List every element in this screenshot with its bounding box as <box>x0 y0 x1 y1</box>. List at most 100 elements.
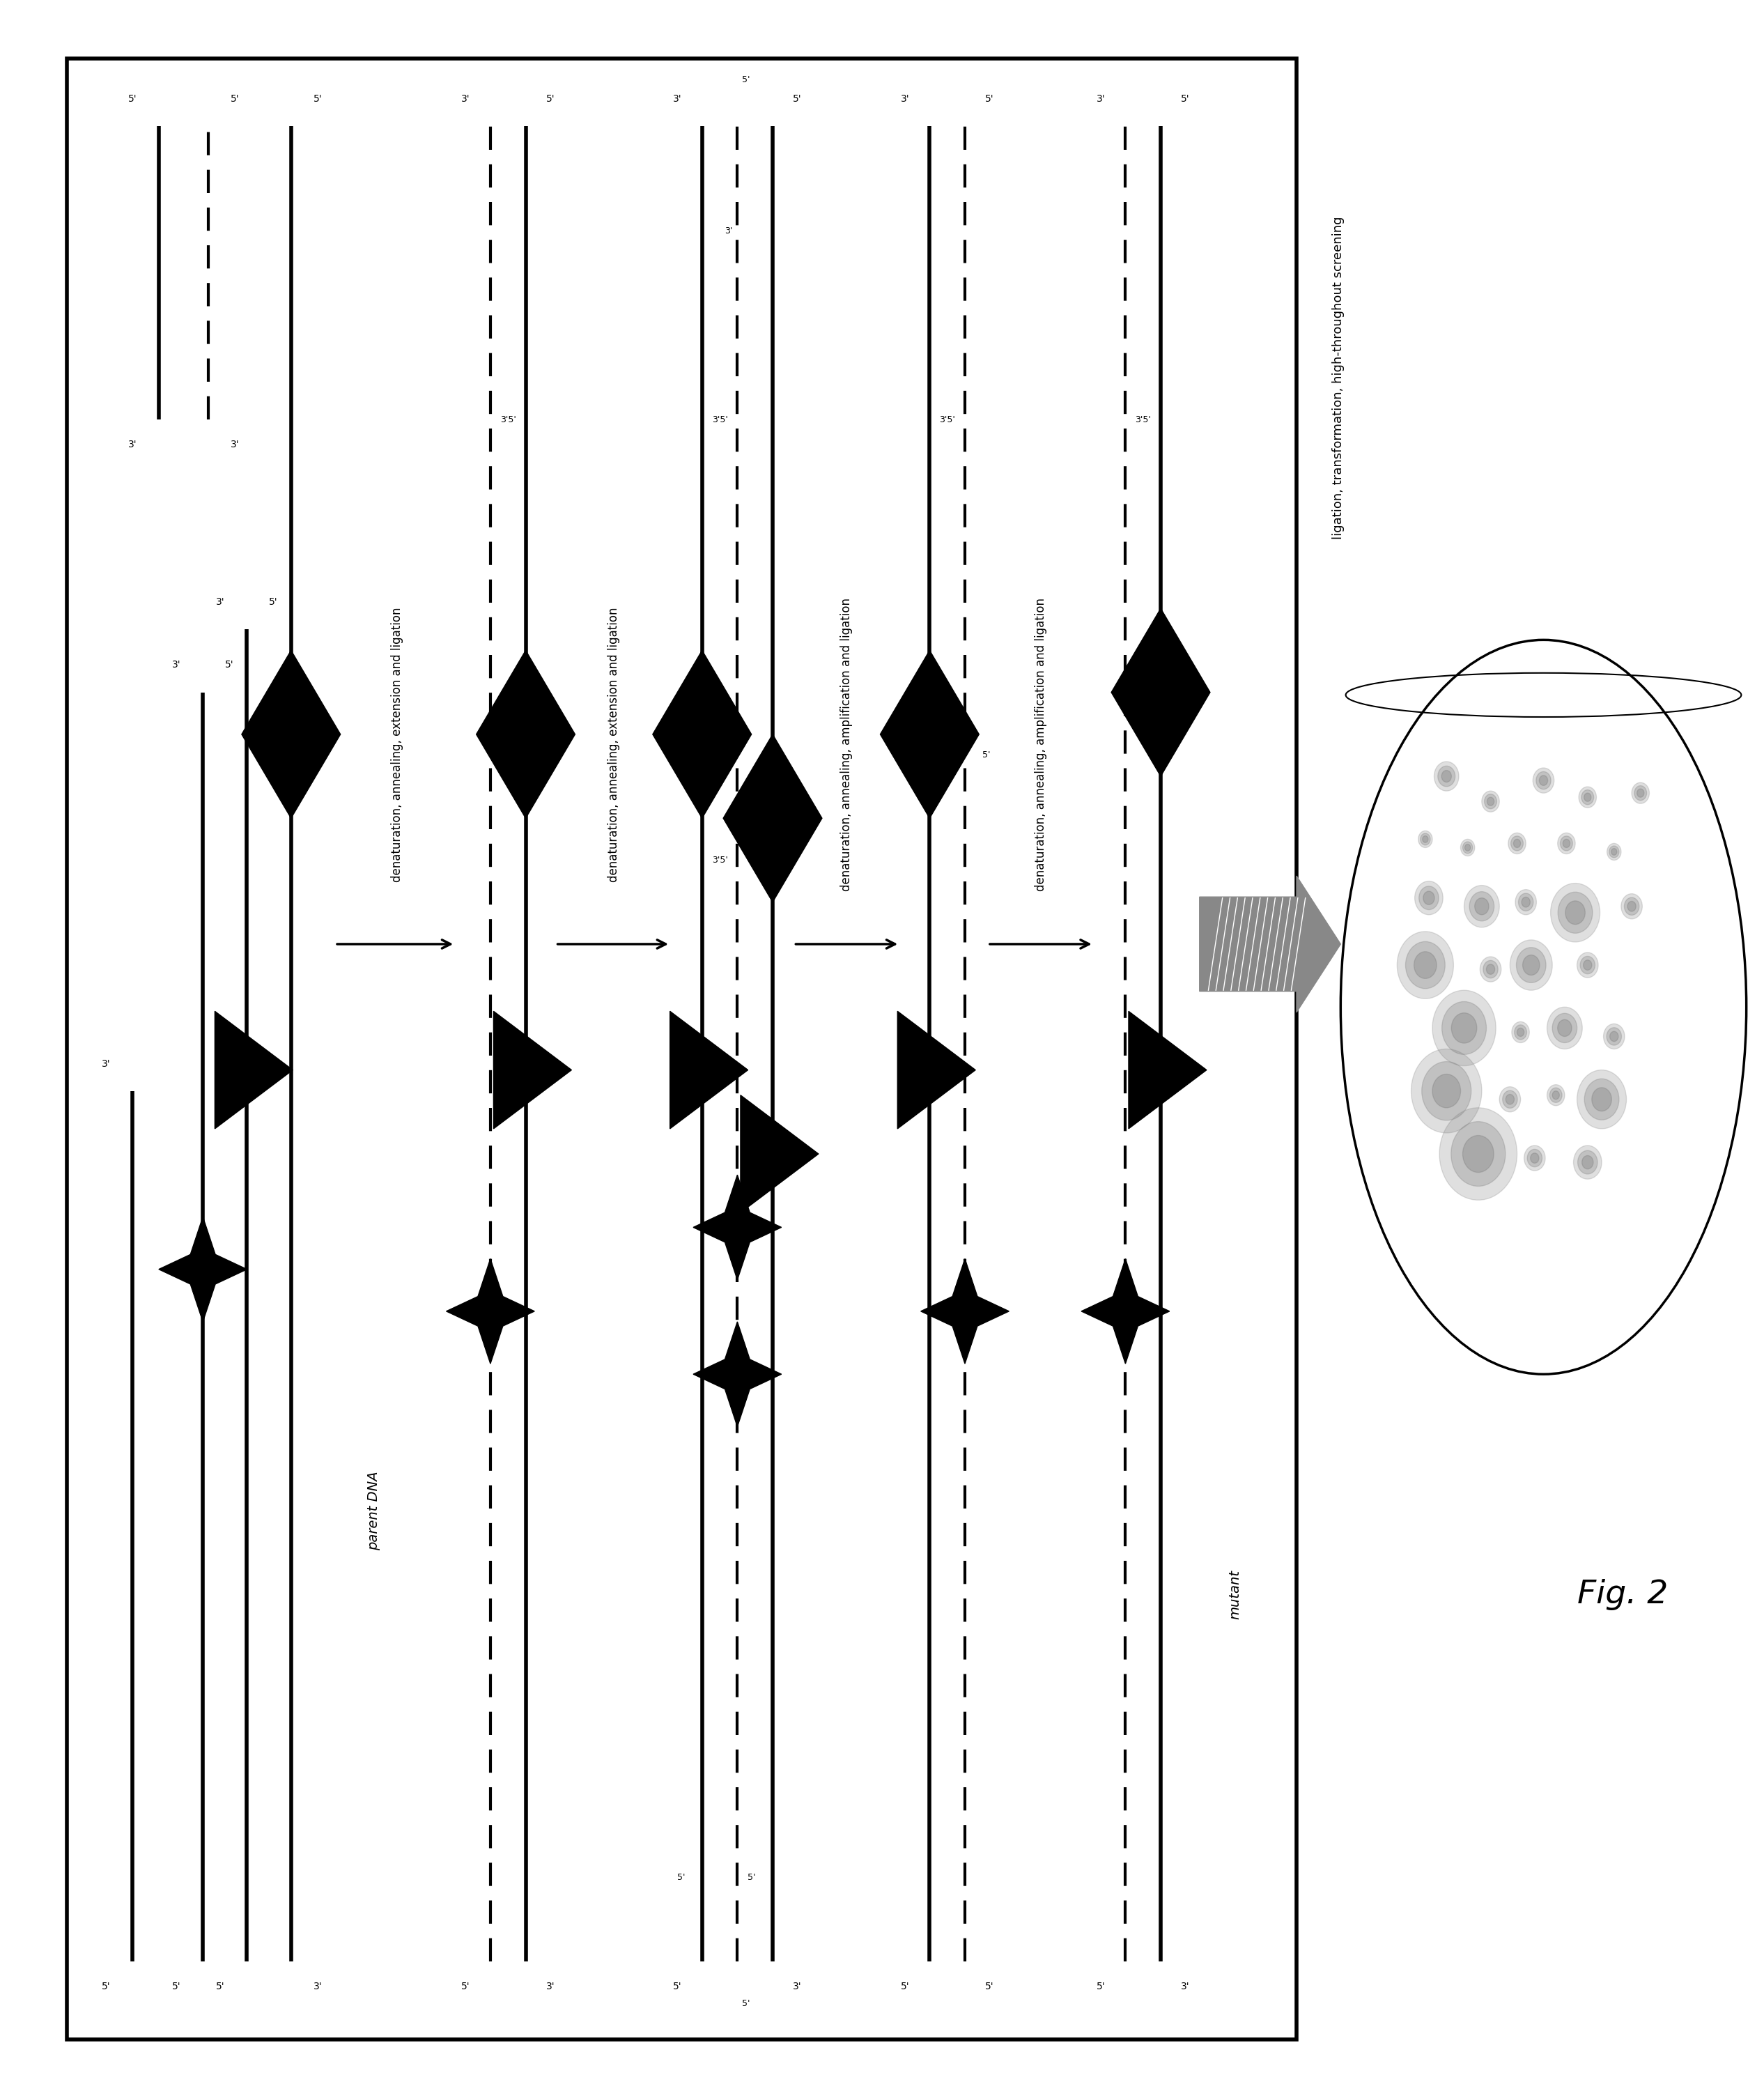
Text: 3': 3' <box>794 1983 801 1991</box>
Text: 3': 3' <box>725 227 732 235</box>
Text: 5': 5' <box>314 94 321 103</box>
Circle shape <box>1584 793 1591 801</box>
Circle shape <box>1561 1022 1570 1032</box>
Circle shape <box>1466 845 1469 850</box>
Text: denaturation, annealing, amplification and ligation: denaturation, annealing, amplification a… <box>840 598 854 892</box>
Circle shape <box>1607 843 1621 860</box>
Circle shape <box>1558 833 1575 854</box>
Circle shape <box>1570 906 1582 919</box>
Circle shape <box>1561 835 1573 852</box>
Circle shape <box>1630 902 1633 911</box>
Polygon shape <box>723 734 822 902</box>
Circle shape <box>1582 1156 1593 1169</box>
Circle shape <box>1489 965 1492 971</box>
Bar <box>67 59 1297 2039</box>
Circle shape <box>1514 1026 1526 1039</box>
Text: 5': 5' <box>1182 94 1189 103</box>
Circle shape <box>1418 885 1439 911</box>
Circle shape <box>1480 957 1501 982</box>
Circle shape <box>1432 1074 1461 1108</box>
Polygon shape <box>1129 1011 1207 1129</box>
Text: 3': 3' <box>674 94 681 103</box>
Text: 3': 3' <box>1097 94 1104 103</box>
Circle shape <box>1586 961 1591 967</box>
Text: 3'5': 3'5' <box>499 415 517 424</box>
Circle shape <box>1551 883 1600 942</box>
Circle shape <box>1581 957 1595 973</box>
Text: 5': 5' <box>677 1874 684 1882</box>
Text: denaturation, annealing, amplification and ligation: denaturation, annealing, amplification a… <box>1034 598 1048 892</box>
Text: 5': 5' <box>102 1983 109 1991</box>
Circle shape <box>1519 1030 1522 1034</box>
Circle shape <box>1478 902 1485 913</box>
Text: 3': 3' <box>547 1983 554 1991</box>
Circle shape <box>1438 1080 1455 1101</box>
Circle shape <box>1425 894 1432 902</box>
Polygon shape <box>494 1011 572 1129</box>
Circle shape <box>1484 795 1496 808</box>
Polygon shape <box>670 1011 748 1129</box>
Circle shape <box>1558 1020 1572 1036</box>
Circle shape <box>1563 839 1570 848</box>
Polygon shape <box>921 1259 1009 1364</box>
Circle shape <box>1434 762 1459 791</box>
Polygon shape <box>693 1175 781 1280</box>
Circle shape <box>1517 1028 1524 1036</box>
Circle shape <box>1582 791 1595 804</box>
Circle shape <box>1432 990 1496 1066</box>
Text: 5': 5' <box>270 598 277 606</box>
Circle shape <box>1487 797 1494 806</box>
Circle shape <box>1584 1078 1619 1120</box>
Circle shape <box>1526 959 1536 971</box>
Circle shape <box>1411 1049 1482 1133</box>
Text: 3'5': 3'5' <box>711 415 729 424</box>
Circle shape <box>1632 783 1649 804</box>
Circle shape <box>1621 894 1642 919</box>
Circle shape <box>1441 1001 1487 1055</box>
Text: 5': 5' <box>462 1983 469 1991</box>
Circle shape <box>1579 787 1596 808</box>
Circle shape <box>1422 1062 1471 1120</box>
Circle shape <box>1424 837 1427 841</box>
Circle shape <box>1565 841 1568 845</box>
Circle shape <box>1586 795 1589 799</box>
Circle shape <box>1519 894 1533 911</box>
Text: mutant: mutant <box>1228 1569 1242 1620</box>
Circle shape <box>1515 841 1519 845</box>
Text: 5': 5' <box>173 1983 180 1991</box>
Text: 5': 5' <box>986 94 993 103</box>
Circle shape <box>1517 948 1545 982</box>
Circle shape <box>1552 1013 1577 1043</box>
Text: 5': 5' <box>217 1983 224 1991</box>
Polygon shape <box>898 1011 975 1129</box>
Text: 5': 5' <box>794 94 801 103</box>
Circle shape <box>1573 1146 1602 1179</box>
Circle shape <box>1637 789 1644 797</box>
Polygon shape <box>693 1322 781 1427</box>
Circle shape <box>1524 1146 1545 1171</box>
Circle shape <box>1628 902 1635 911</box>
Text: ligation, transformation, high-throughout screening: ligation, transformation, high-throughou… <box>1332 216 1344 539</box>
Circle shape <box>1397 932 1454 999</box>
Polygon shape <box>741 1095 818 1213</box>
Circle shape <box>1536 772 1551 789</box>
Circle shape <box>1506 1095 1512 1104</box>
Circle shape <box>1554 1093 1558 1097</box>
Circle shape <box>1418 831 1432 848</box>
Text: 3'5': 3'5' <box>711 856 729 864</box>
Circle shape <box>1438 766 1455 787</box>
Circle shape <box>1611 1032 1618 1041</box>
Circle shape <box>1468 1141 1489 1166</box>
Text: 5': 5' <box>226 661 233 669</box>
Circle shape <box>1595 1091 1609 1108</box>
Circle shape <box>1443 772 1450 780</box>
Circle shape <box>1475 898 1489 915</box>
Text: 5': 5' <box>983 751 990 759</box>
Polygon shape <box>215 1011 293 1129</box>
Text: 3'5': 3'5' <box>1134 415 1152 424</box>
Polygon shape <box>242 650 340 818</box>
Circle shape <box>1406 942 1445 988</box>
Text: Fig. 2: Fig. 2 <box>1577 1580 1669 1609</box>
Circle shape <box>1584 1158 1591 1166</box>
Circle shape <box>1510 835 1524 852</box>
